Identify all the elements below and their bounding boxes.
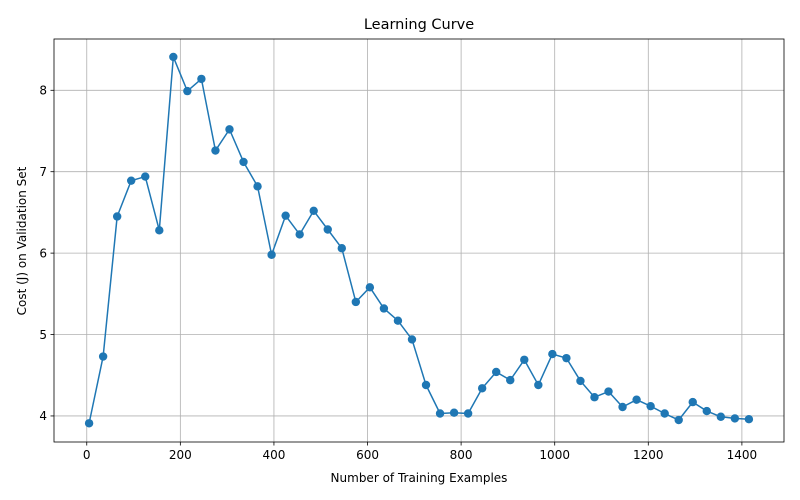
x-tick-label: 800 <box>450 448 473 462</box>
data-point <box>84 419 94 428</box>
data-point <box>379 304 389 313</box>
data-point <box>295 230 304 239</box>
data-point <box>197 74 206 84</box>
x-tick-label: 0 <box>83 448 91 462</box>
x-tick-label: 1000 <box>539 448 570 462</box>
data-point <box>463 409 473 418</box>
data-point <box>365 283 375 292</box>
data-point <box>267 250 276 259</box>
data-point <box>141 172 150 181</box>
data-point <box>702 406 711 416</box>
data-point <box>239 157 248 167</box>
data-point <box>393 316 403 325</box>
data-point <box>98 352 108 361</box>
data-point <box>604 387 613 396</box>
data-point <box>590 393 599 402</box>
x-tick-label: 1200 <box>633 448 664 462</box>
data-point <box>351 297 361 307</box>
y-tick-label: 4 <box>39 409 47 423</box>
y-axis-label: Cost (J) on Validation Set <box>15 166 29 315</box>
y-tick-label: 8 <box>39 84 47 98</box>
data-point <box>155 226 164 235</box>
y-tick-label: 7 <box>39 165 47 179</box>
data-point <box>492 367 501 377</box>
data-point <box>407 335 417 344</box>
data-point <box>225 125 234 134</box>
data-point <box>716 412 726 421</box>
data-point <box>477 384 487 393</box>
data-series <box>84 52 754 428</box>
x-axis-label: Number of Training Examples <box>331 471 508 485</box>
data-point <box>323 225 332 234</box>
data-point <box>435 409 445 418</box>
x-tick-label: 1400 <box>727 448 758 462</box>
data-point <box>688 397 697 407</box>
plot-area-frame <box>53 38 785 443</box>
data-point <box>183 86 192 96</box>
data-point <box>646 401 655 411</box>
grid-lines <box>54 39 784 442</box>
data-point <box>534 380 543 390</box>
data-point <box>211 146 220 155</box>
data-point <box>520 355 529 364</box>
data-point <box>576 376 585 386</box>
y-tick-label: 6 <box>39 246 47 260</box>
data-point <box>112 212 122 221</box>
x-tick-label: 200 <box>169 448 192 462</box>
x-tick-label: 600 <box>356 448 379 462</box>
data-point <box>632 395 641 404</box>
data-point <box>744 415 754 424</box>
data-point <box>618 402 627 412</box>
data-point <box>127 176 136 185</box>
data-point <box>281 211 290 220</box>
data-point <box>309 206 318 215</box>
data-point <box>730 414 740 423</box>
data-point <box>506 375 515 385</box>
data-point <box>660 409 669 418</box>
data-point <box>449 408 459 417</box>
x-tick-label: 400 <box>262 448 285 462</box>
data-point <box>548 349 557 359</box>
chart-title: Learning Curve <box>364 17 474 33</box>
axis-ticks: 0 200 400 600 800 1000 1200 1400 4 5 6 7 8 <box>39 84 757 462</box>
data-point <box>674 415 683 425</box>
data-point <box>169 52 178 62</box>
data-point <box>337 244 346 253</box>
data-point <box>562 353 571 363</box>
y-tick-label: 5 <box>39 328 47 342</box>
data-point <box>421 380 431 390</box>
data-point <box>253 182 262 191</box>
